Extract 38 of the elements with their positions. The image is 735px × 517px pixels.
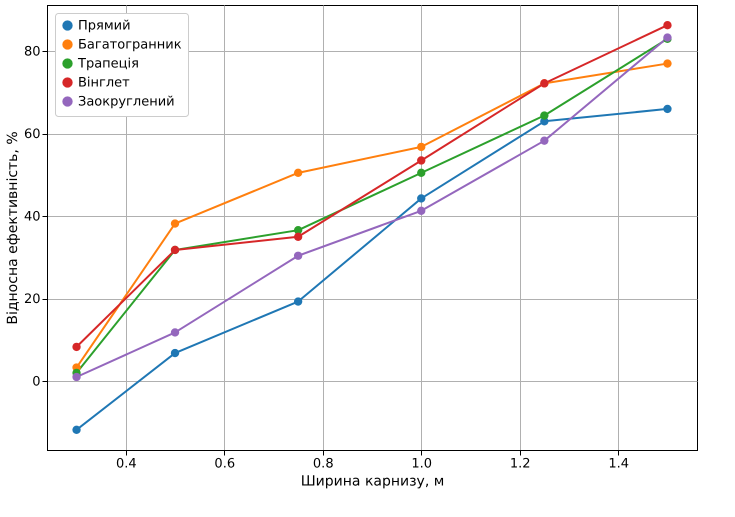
y-tick-label: 60 [24,127,40,142]
x-tick-label: 0.4 [116,456,137,472]
y-tick-label: 20 [24,292,40,308]
point [417,142,426,152]
point [294,168,302,178]
point [294,232,302,241]
x-tick-label: 0.8 [312,456,334,472]
point [294,252,302,260]
point [170,348,180,358]
y-tick-label: 80 [24,44,40,60]
legend-label: Вінглет [78,76,130,90]
point [72,426,81,434]
y-axis-title: Відносна ефективність, % [4,131,21,325]
point [170,328,180,337]
point [417,156,426,165]
point [294,297,302,306]
point [417,206,426,215]
legend-label: Заокруглений [78,94,175,110]
point [72,342,81,352]
point [417,194,426,203]
point [540,111,549,120]
point [663,104,672,114]
legend-label: Багатогранник [78,38,182,52]
x-axis-title: Ширина карнизу, м [300,474,444,490]
x-tick-label: 1.0 [411,456,432,472]
point [540,136,549,145]
x-tick-label: 1.4 [608,456,630,472]
y-tick-label: 40 [24,210,40,225]
legend-label: Прямий [78,18,131,34]
point [72,372,81,382]
y-tick-label: 0 [32,374,40,390]
x-tick-label: 0.6 [214,456,236,472]
point [663,21,672,30]
point [170,219,180,228]
point [663,59,672,68]
point [417,168,426,178]
x-tick-label: 1.2 [510,456,531,472]
legend-label: Трапеція [77,56,139,72]
